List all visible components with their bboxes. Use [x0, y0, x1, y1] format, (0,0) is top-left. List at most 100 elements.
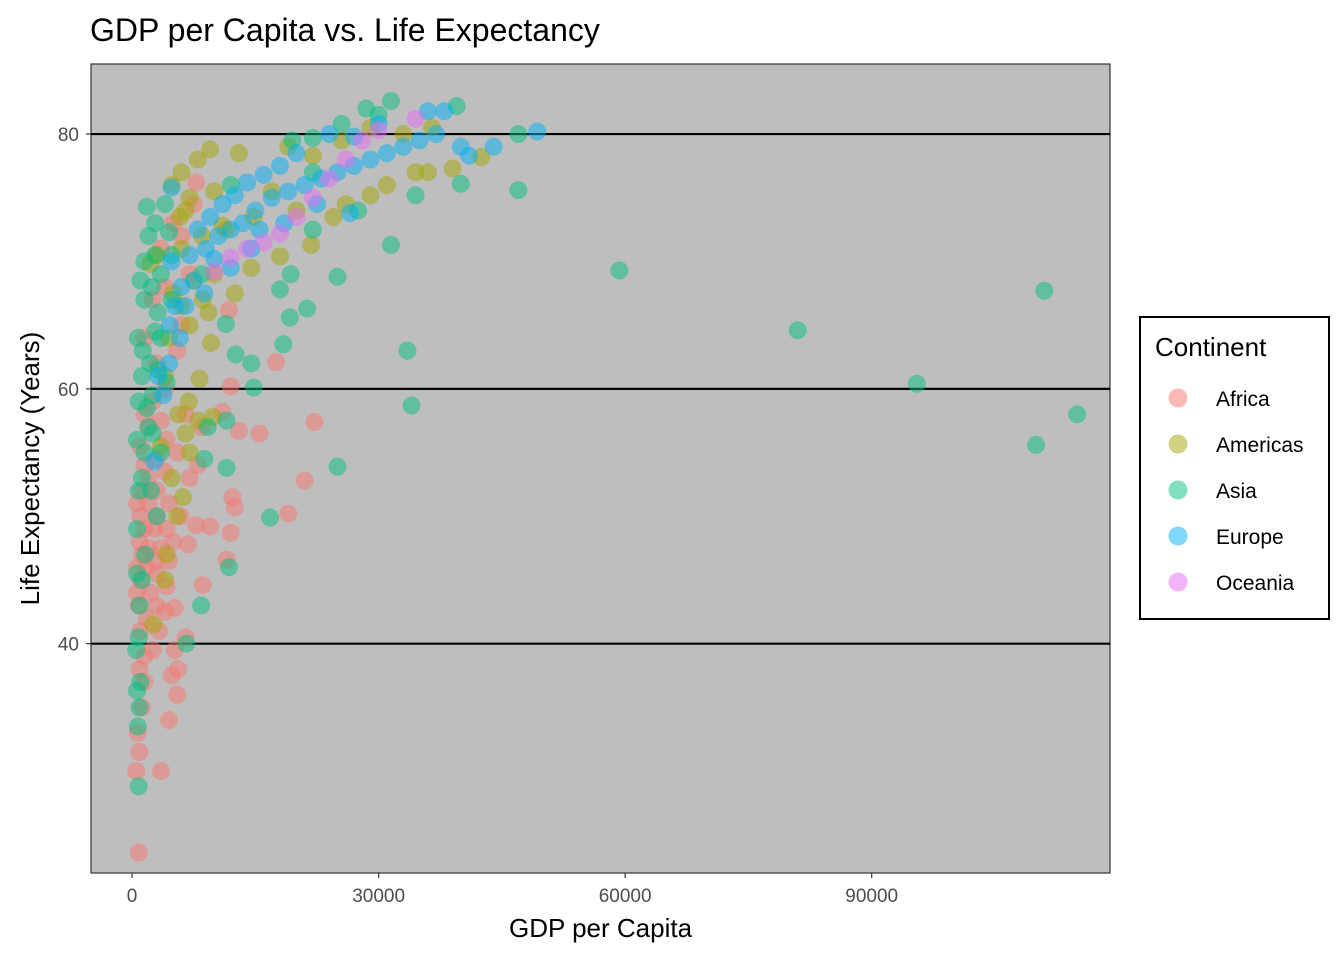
data-point	[146, 214, 165, 233]
x-tick-label: 90000	[845, 886, 898, 907]
data-point	[157, 520, 176, 539]
data-point	[137, 398, 156, 417]
data-point	[151, 328, 170, 347]
data-point	[274, 335, 293, 354]
x-axis-ticks: 0 30000 60000 90000	[127, 873, 898, 907]
data-point	[271, 224, 290, 243]
data-point	[262, 188, 281, 207]
data-point	[443, 159, 462, 178]
data-point	[410, 131, 429, 150]
data-point	[238, 173, 257, 192]
legend-swatch	[1168, 572, 1188, 592]
data-point	[361, 150, 380, 169]
data-point	[128, 564, 147, 583]
data-point	[180, 469, 199, 488]
data-point	[336, 150, 355, 169]
data-point	[246, 201, 265, 220]
data-point	[160, 711, 179, 730]
data-point	[221, 523, 240, 542]
data-point	[176, 424, 195, 443]
legend-item-oceania: Oceania	[1168, 572, 1295, 595]
data-point	[127, 762, 146, 781]
data-point	[155, 570, 174, 589]
y-tick-label: 80	[58, 125, 79, 146]
data-point	[381, 91, 400, 110]
data-point	[201, 334, 220, 353]
data-point	[192, 596, 211, 615]
data-point	[398, 341, 417, 360]
data-point	[188, 220, 207, 239]
data-point	[406, 163, 425, 182]
data-point	[174, 488, 193, 507]
y-tick-label: 40	[58, 635, 79, 656]
data-point	[169, 660, 188, 679]
x-axis-label: GDP per Capita	[509, 913, 693, 943]
data-point	[509, 125, 528, 144]
data-point	[242, 258, 261, 277]
data-point	[141, 583, 160, 602]
data-point	[154, 386, 173, 405]
data-point	[328, 267, 347, 286]
data-point	[137, 197, 156, 216]
data-point	[180, 246, 199, 265]
data-point	[168, 685, 187, 704]
data-point	[132, 367, 151, 386]
data-point	[406, 186, 425, 205]
data-point	[381, 235, 400, 254]
data-point	[187, 516, 206, 535]
data-point	[180, 443, 199, 462]
data-point	[402, 396, 421, 415]
data-point	[201, 140, 220, 159]
data-point	[160, 223, 179, 242]
series-europe	[145, 102, 547, 471]
data-point	[168, 507, 187, 526]
data-point	[340, 204, 359, 223]
data-point	[201, 517, 220, 536]
data-point	[394, 125, 413, 144]
data-point	[220, 558, 239, 577]
data-point	[165, 297, 184, 316]
data-point	[128, 520, 147, 539]
data-point	[129, 843, 148, 862]
data-point	[128, 717, 147, 736]
data-point	[128, 430, 147, 449]
data-point	[148, 303, 167, 322]
data-point	[131, 672, 150, 691]
data-point	[229, 144, 248, 163]
data-point	[127, 641, 146, 660]
data-point	[271, 280, 290, 299]
data-point	[303, 128, 322, 147]
legend-label: Americas	[1216, 434, 1304, 457]
data-point	[133, 341, 152, 360]
data-point	[145, 452, 164, 471]
data-point	[160, 354, 179, 373]
data-point	[223, 488, 242, 507]
data-point	[220, 300, 239, 319]
legend-label: Europe	[1216, 526, 1284, 549]
data-point	[361, 186, 380, 205]
data-point	[509, 181, 528, 200]
data-point	[141, 481, 160, 500]
data-point	[907, 374, 926, 393]
data-point	[295, 176, 314, 195]
data-point	[179, 392, 198, 411]
data-point	[238, 239, 257, 258]
data-point	[1027, 435, 1046, 454]
data-point	[324, 207, 343, 226]
data-point	[160, 494, 179, 513]
data-point	[130, 596, 149, 615]
data-point	[320, 125, 339, 144]
data-point	[162, 252, 181, 271]
data-point	[369, 121, 388, 140]
data-point	[162, 469, 181, 488]
data-point	[172, 163, 191, 182]
data-point	[188, 150, 207, 169]
legend-swatch	[1168, 480, 1188, 500]
data-point	[217, 411, 236, 430]
data-point	[226, 345, 245, 364]
data-point	[261, 508, 280, 527]
legend: Continent Africa Americas Asia Europe Oceani…	[1139, 316, 1330, 620]
data-point	[610, 261, 629, 280]
data-point	[169, 405, 188, 424]
